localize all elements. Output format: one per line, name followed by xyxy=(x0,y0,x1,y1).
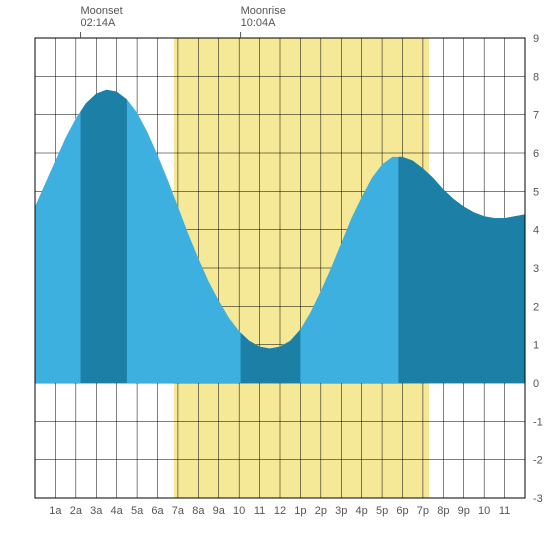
x-tick-label: 4p xyxy=(356,505,368,517)
x-tick-label: 2p xyxy=(315,505,327,517)
y-tick-label: 0 xyxy=(533,378,539,390)
y-tick-label: 6 xyxy=(533,148,539,160)
x-tick-label: 9p xyxy=(458,505,470,517)
x-tick-label: 7a xyxy=(172,505,185,517)
x-tick-label: 7p xyxy=(417,505,429,517)
tide-area-dark xyxy=(81,90,127,383)
x-tick-label: 3p xyxy=(335,505,347,517)
moon-event-label: Moonrise xyxy=(241,5,286,17)
moon-event-time: 10:04A xyxy=(241,17,277,29)
x-tick-label: 9a xyxy=(213,505,226,517)
y-tick-label: -2 xyxy=(533,455,543,467)
x-tick-label: 10 xyxy=(478,505,490,517)
x-tick-label: 8a xyxy=(192,505,205,517)
x-tick-label: 11 xyxy=(499,505,510,517)
y-tick-label: 3 xyxy=(533,263,539,275)
x-tick-label: 5p xyxy=(376,505,388,517)
x-tick-label: 11 xyxy=(254,505,265,517)
x-tick-label: 6p xyxy=(396,505,408,517)
y-tick-label: 7 xyxy=(533,110,539,122)
x-tick-label: 1p xyxy=(294,505,306,517)
y-tick-label: 5 xyxy=(533,186,539,198)
y-tick-label: 9 xyxy=(533,33,539,45)
moon-event-time: 02:14A xyxy=(81,17,117,29)
x-tick-label: 8p xyxy=(437,505,449,517)
x-tick-label: 10 xyxy=(233,505,245,517)
x-tick-label: 6a xyxy=(151,505,164,517)
x-tick-label: 5a xyxy=(131,505,144,517)
x-tick-label: 1a xyxy=(49,505,62,517)
y-tick-label: -1 xyxy=(533,416,543,428)
y-tick-label: 8 xyxy=(533,71,539,83)
x-tick-label: 2a xyxy=(70,505,83,517)
tide-chart-svg: -3-2-101234567891a2a3a4a5a6a7a8a9a101112… xyxy=(0,0,550,550)
y-tick-label: 2 xyxy=(533,301,539,313)
x-tick-label: 3a xyxy=(90,505,103,517)
x-tick-label: 12 xyxy=(274,505,286,517)
y-tick-label: 4 xyxy=(533,225,539,237)
tide-chart: -3-2-101234567891a2a3a4a5a6a7a8a9a101112… xyxy=(0,0,550,550)
x-tick-label: 4a xyxy=(111,505,124,517)
y-tick-label: 1 xyxy=(533,340,539,352)
y-tick-label: -3 xyxy=(533,493,543,505)
moon-event-label: Moonset xyxy=(81,5,123,17)
